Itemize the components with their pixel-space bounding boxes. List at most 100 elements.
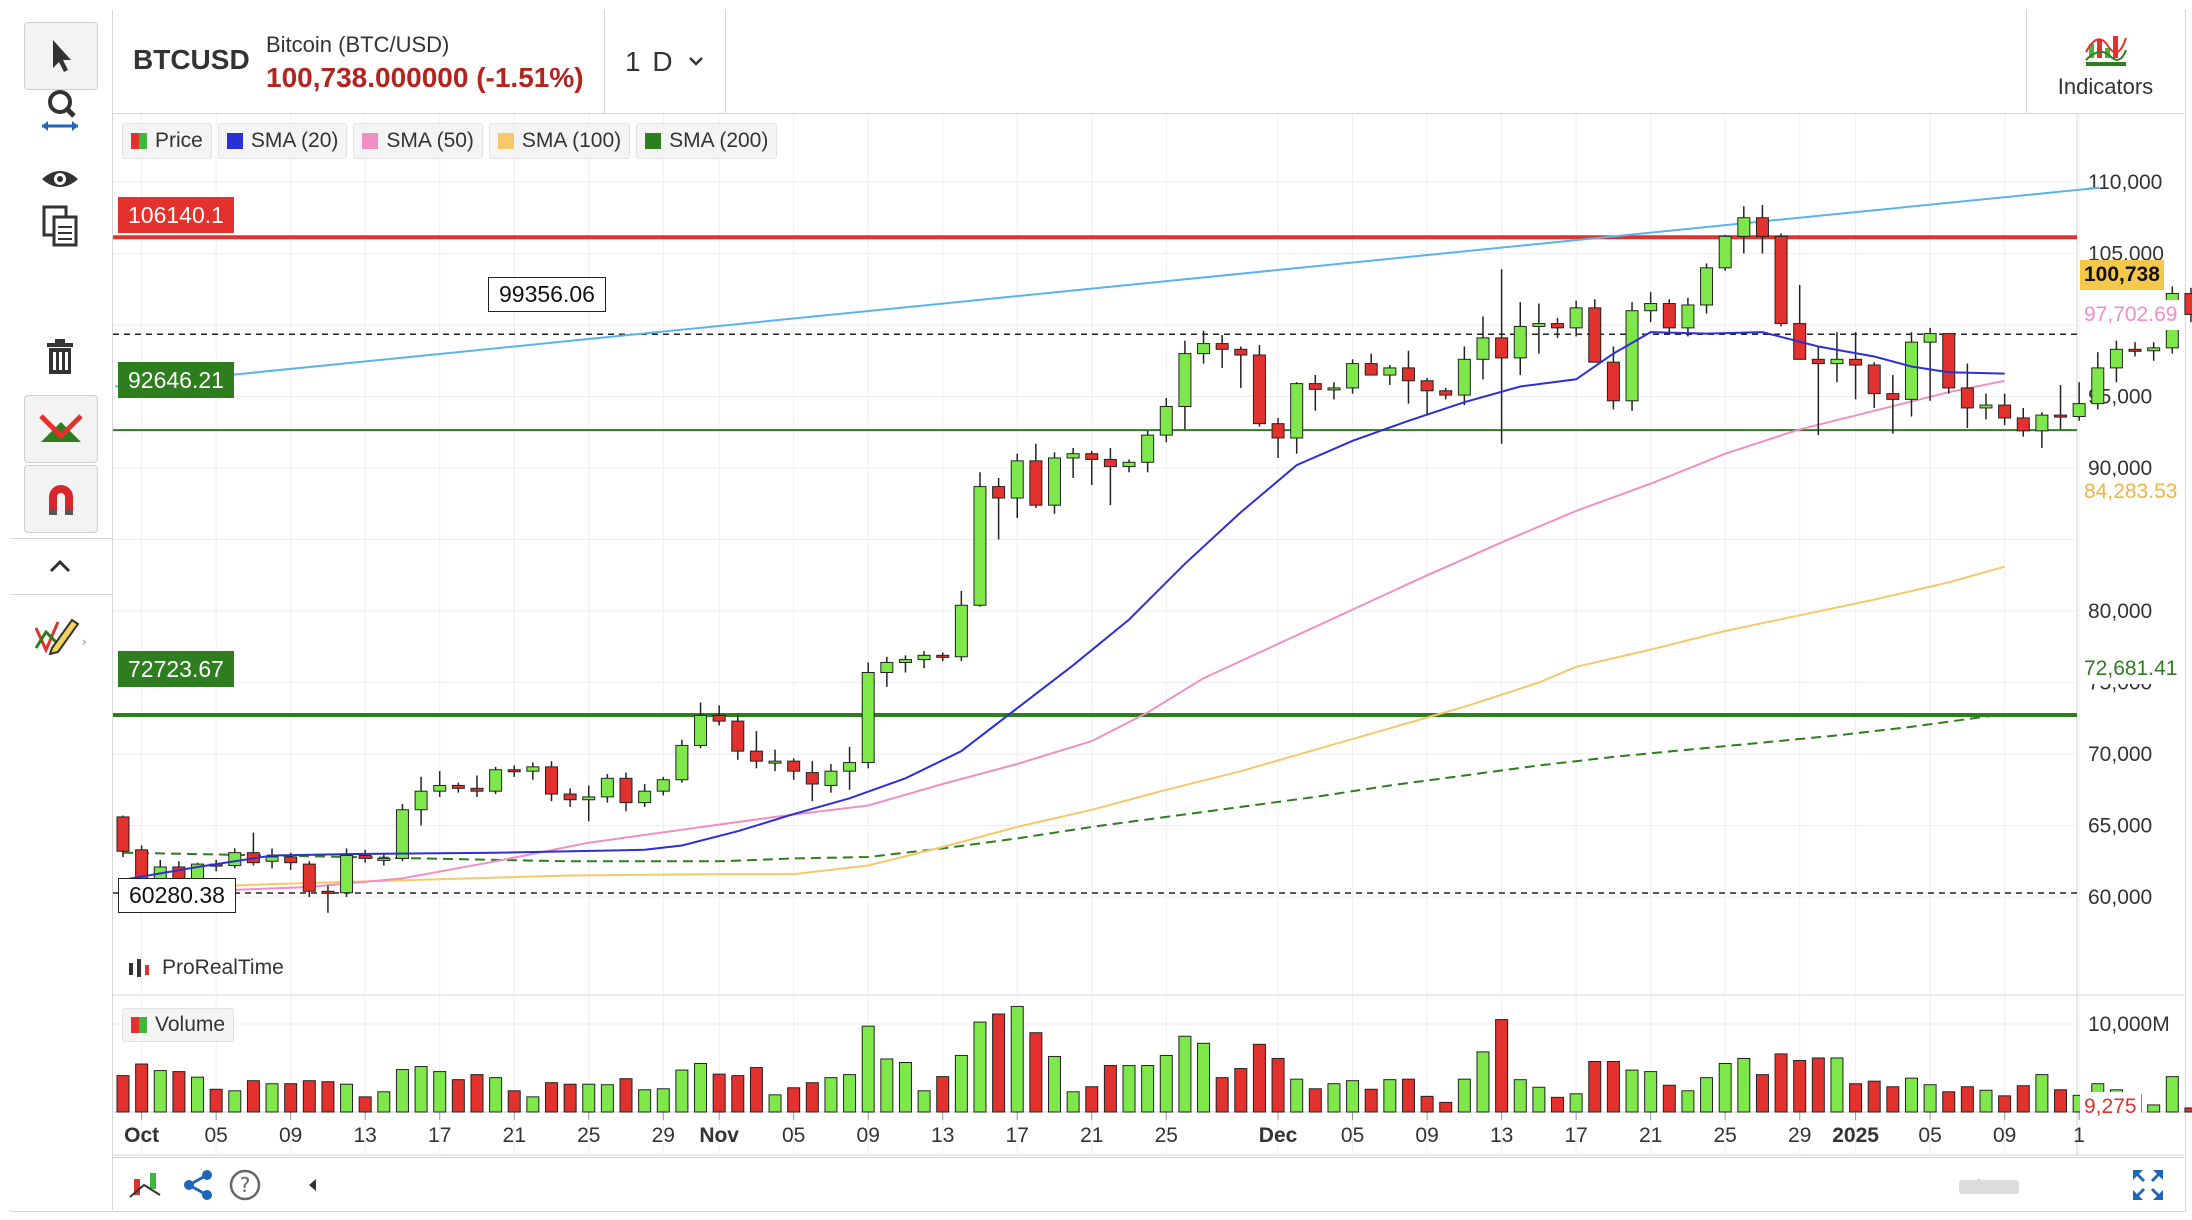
left-toolbar: › bbox=[10, 10, 113, 1210]
legend-sma200[interactable]: SMA (200) bbox=[636, 123, 778, 159]
volume-bar bbox=[1867, 1080, 1881, 1113]
trend-icon[interactable] bbox=[24, 395, 98, 463]
compare-icon[interactable] bbox=[123, 1158, 169, 1211]
volume-bar bbox=[824, 1077, 838, 1113]
candle-body bbox=[1364, 363, 1378, 376]
sma20-line bbox=[122, 331, 2005, 881]
volume-bar bbox=[1979, 1089, 1993, 1113]
volume-bar bbox=[1234, 1068, 1248, 1113]
indicators-button[interactable]: Indicators bbox=[2027, 10, 2184, 113]
candle-body bbox=[1439, 390, 1453, 396]
volume-bar bbox=[153, 1070, 167, 1113]
volume-bar bbox=[694, 1063, 708, 1113]
volume-bar bbox=[638, 1089, 652, 1113]
volume-bar bbox=[1141, 1065, 1155, 1113]
volume-legend[interactable]: Volume bbox=[122, 1008, 235, 1042]
candle-body bbox=[787, 760, 801, 772]
volume-bar bbox=[470, 1074, 484, 1113]
volume-bar bbox=[1830, 1057, 1844, 1113]
volume-bar bbox=[414, 1066, 428, 1113]
volume-bar bbox=[340, 1083, 354, 1113]
legend-sma50[interactable]: SMA (50) bbox=[353, 123, 483, 159]
volume-bar bbox=[433, 1071, 447, 1113]
volume-bar bbox=[731, 1075, 745, 1113]
pointer-icon[interactable] bbox=[24, 22, 98, 90]
volume-bar bbox=[1942, 1091, 1956, 1113]
volume-bar bbox=[1923, 1084, 1937, 1113]
volume-bar bbox=[1904, 1077, 1918, 1113]
scroll-left-icon[interactable] bbox=[293, 1158, 333, 1211]
candle-body bbox=[2184, 293, 2192, 315]
sma20-axis-tag: 97,702.69 bbox=[2080, 300, 2182, 330]
volume-bar bbox=[116, 1075, 130, 1113]
drawing-icon[interactable]: › bbox=[24, 600, 96, 666]
horizontal-scroll-thumb[interactable] bbox=[1959, 1180, 2019, 1194]
x-tick-label: Dec bbox=[1259, 1124, 1298, 1147]
x-tick-label: 25 bbox=[577, 1124, 600, 1147]
trash-icon[interactable] bbox=[24, 324, 96, 390]
support-price-tag[interactable]: 72723.67 bbox=[118, 651, 234, 687]
toolbar-divider bbox=[10, 538, 112, 539]
x-tick-label: Oct bbox=[124, 1124, 159, 1147]
zoom-icon[interactable] bbox=[24, 76, 96, 142]
volume-bar bbox=[1811, 1057, 1825, 1113]
support-price-tag[interactable]: 92646.21 bbox=[118, 362, 234, 398]
legend-sma20[interactable]: SMA (20) bbox=[217, 123, 348, 159]
volume-bar bbox=[1048, 1055, 1061, 1113]
volume-bar bbox=[1383, 1079, 1397, 1113]
candle-body bbox=[2016, 417, 2030, 432]
candle-body bbox=[489, 769, 503, 792]
sma200-axis-tag: 72,681.41 bbox=[2080, 654, 2182, 684]
fullscreen-icon[interactable] bbox=[2123, 1158, 2173, 1211]
candle-body bbox=[470, 787, 484, 792]
candle-body bbox=[1215, 343, 1229, 350]
volume-bar bbox=[284, 1083, 298, 1113]
legend-label: SMA (200) bbox=[669, 129, 769, 152]
volume-legend-label: Volume bbox=[155, 1013, 226, 1036]
resistance-price-tag[interactable]: 106140.1 bbox=[118, 197, 234, 233]
magnet-icon[interactable] bbox=[24, 465, 98, 533]
help-icon[interactable]: ? bbox=[225, 1158, 265, 1211]
candle-body bbox=[936, 654, 950, 658]
current-line-price-tag[interactable]: 99356.06 bbox=[488, 277, 606, 312]
volume-bar bbox=[973, 1021, 987, 1113]
share-icon[interactable] bbox=[175, 1158, 221, 1211]
chevron-down-icon[interactable] bbox=[688, 50, 704, 73]
x-tick-label: 13 bbox=[1490, 1124, 1513, 1147]
copy-icon[interactable] bbox=[24, 194, 96, 260]
candle-body bbox=[1979, 404, 1993, 409]
candle-body bbox=[880, 661, 894, 673]
y-tick-label: 70,000 bbox=[2088, 743, 2152, 766]
sma50-line bbox=[122, 379, 2005, 896]
x-tick-label: 17 bbox=[1564, 1124, 1587, 1147]
low-line-price-tag[interactable]: 60280.38 bbox=[118, 878, 236, 913]
candle-body bbox=[526, 766, 540, 772]
candle-body bbox=[898, 659, 912, 663]
candle-body bbox=[1606, 361, 1620, 402]
candle-body bbox=[1644, 303, 1658, 312]
chevron-up-icon[interactable] bbox=[24, 538, 96, 594]
candle-body bbox=[1010, 460, 1024, 499]
y-tick-label: 90,000 bbox=[2088, 457, 2152, 480]
volume-bar bbox=[1700, 1077, 1714, 1113]
volume-bar bbox=[563, 1083, 577, 1113]
volume-bar bbox=[1085, 1086, 1099, 1113]
candle-body bbox=[1048, 457, 1061, 506]
candle-body bbox=[1718, 235, 1732, 269]
volume-bar bbox=[1327, 1083, 1341, 1113]
volume-bar bbox=[1197, 1042, 1211, 1113]
candle-body bbox=[451, 784, 465, 789]
candle-body bbox=[1159, 406, 1173, 436]
candle-body bbox=[861, 671, 875, 764]
timeframe-selector[interactable]: 1 D bbox=[625, 46, 675, 77]
candle-body bbox=[1103, 458, 1117, 468]
volume-bar bbox=[2016, 1085, 2030, 1113]
legend-sma100[interactable]: SMA (100) bbox=[488, 123, 631, 159]
volume-bar bbox=[1551, 1096, 1565, 1113]
volume-bar bbox=[1271, 1057, 1285, 1113]
legend-price[interactable]: Price bbox=[122, 123, 212, 159]
volume-bar bbox=[1364, 1088, 1378, 1113]
eye-icon[interactable] bbox=[24, 146, 96, 212]
candle-body bbox=[228, 852, 242, 867]
